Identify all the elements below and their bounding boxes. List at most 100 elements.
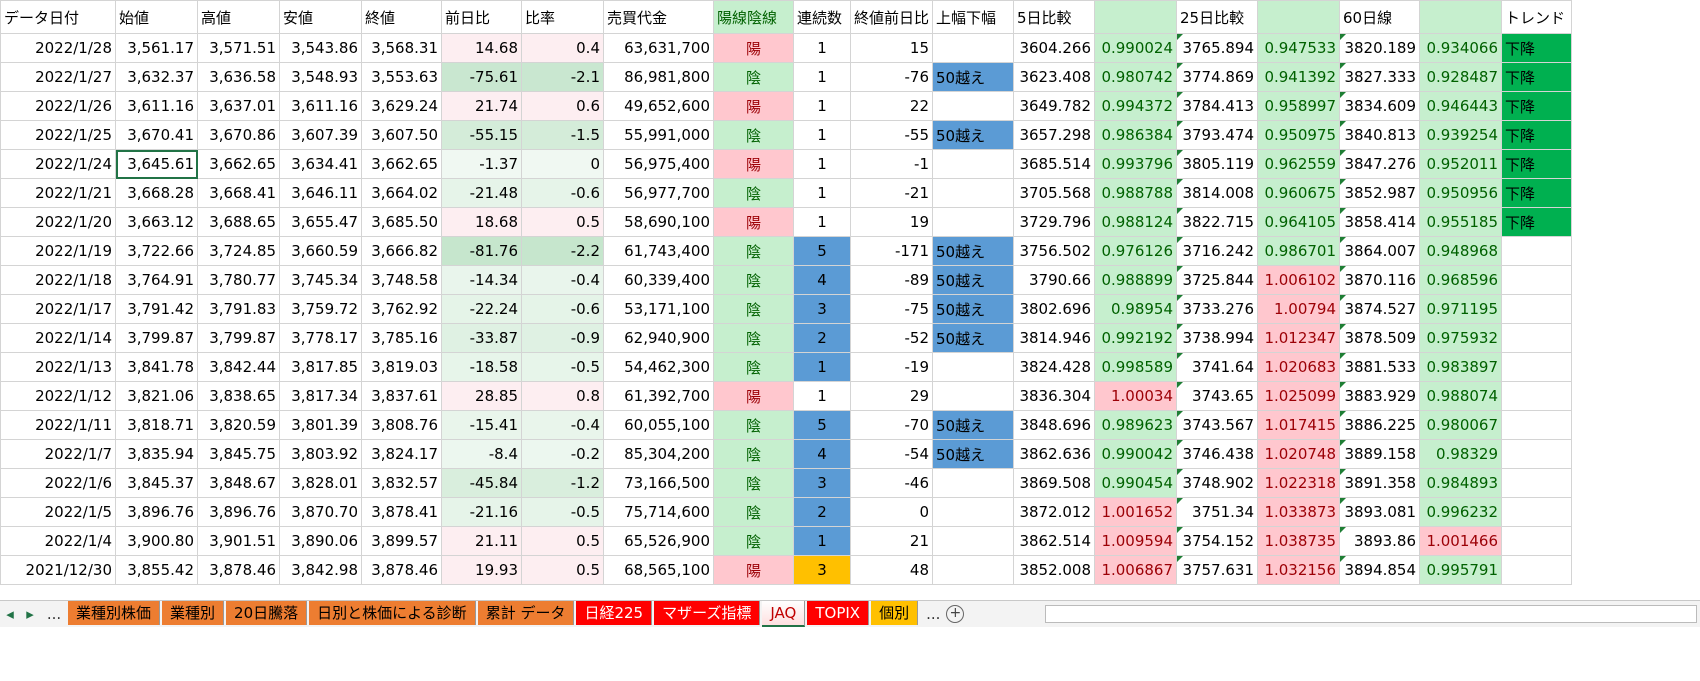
cell-ratio[interactable]: -2.1 [521, 62, 604, 92]
cell-ma60[interactable]: 3874.527 [1339, 294, 1421, 324]
cell-ma25[interactable]: 3784.413 [1176, 91, 1259, 121]
cell-ma25[interactable]: 3746.438 [1176, 439, 1259, 469]
cell-ma25[interactable]: 3822.715 [1176, 207, 1259, 237]
cell-ma5[interactable]: 3649.782 [1013, 91, 1096, 121]
cell-streak[interactable]: 1 [793, 33, 851, 63]
cell-candle[interactable]: 陽 [713, 555, 794, 585]
cell-turnover[interactable]: 65,526,900 [603, 526, 714, 556]
cell-ma5-ratio[interactable]: 0.988788 [1094, 178, 1178, 208]
cell-trend[interactable] [1501, 497, 1573, 527]
cell-change[interactable]: -75.61 [441, 62, 522, 92]
cell-low[interactable]: 3,745.34 [279, 265, 362, 295]
cell-open[interactable]: 3,799.87 [115, 323, 198, 353]
cell-ma25-ratio[interactable]: 1.032156 [1257, 555, 1341, 585]
cell-change[interactable]: -18.58 [441, 352, 522, 382]
column-header-high[interactable]: 高値 [197, 0, 280, 34]
cell-streak[interactable]: 1 [793, 91, 851, 121]
cell-ma5[interactable]: 3790.66 [1013, 265, 1096, 295]
cell-close-change[interactable]: 29 [849, 381, 934, 411]
cell-ma25-ratio[interactable]: 0.941392 [1257, 62, 1341, 92]
cell-ma60[interactable]: 3858.414 [1339, 207, 1421, 237]
cell-ma60[interactable]: 3886.225 [1339, 410, 1421, 440]
cell-ma25-ratio[interactable]: 0.986701 [1257, 236, 1341, 266]
cell-date[interactable]: 2022/1/12 [0, 381, 116, 411]
sheet-tab[interactable]: 累計 データ [477, 601, 575, 625]
cell-date[interactable]: 2022/1/28 [0, 33, 116, 63]
sheet-tab[interactable]: 個別 [871, 601, 919, 625]
cell-turnover[interactable]: 61,392,700 [603, 381, 714, 411]
cell-ma5[interactable]: 3623.408 [1013, 62, 1096, 92]
column-header-candle[interactable]: 陽線陰線 [713, 0, 794, 34]
cell-ma60[interactable]: 3878.509 [1339, 323, 1421, 353]
cell-date[interactable]: 2022/1/19 [0, 236, 116, 266]
cell-streak[interactable]: 4 [793, 265, 851, 295]
cell-streak[interactable]: 1 [793, 62, 851, 92]
cell-close[interactable]: 3,878.46 [361, 555, 442, 585]
cell-candle[interactable]: 陰 [713, 294, 794, 324]
cell-date[interactable]: 2022/1/18 [0, 265, 116, 295]
cell-high[interactable]: 3,820.59 [197, 410, 280, 440]
cell-close-change[interactable]: -19 [849, 352, 934, 382]
cell-close-change[interactable]: -54 [849, 439, 934, 469]
cell-high[interactable]: 3,799.87 [197, 323, 280, 353]
cell-streak[interactable]: 2 [793, 323, 851, 353]
cell-ratio[interactable]: -0.5 [521, 497, 604, 527]
cell-band[interactable] [932, 526, 1015, 556]
cell-close-change[interactable]: -55 [849, 120, 934, 150]
cell-change[interactable]: -33.87 [441, 323, 522, 353]
cell-ratio[interactable]: 0.4 [521, 33, 604, 63]
cell-close-change[interactable]: -171 [849, 236, 934, 266]
cell-ratio[interactable]: 0.6 [521, 91, 604, 121]
cell-open[interactable]: 3,561.17 [115, 33, 198, 63]
cell-low[interactable]: 3,660.59 [279, 236, 362, 266]
cell-streak[interactable]: 1 [793, 178, 851, 208]
cell-high[interactable]: 3,571.51 [197, 33, 280, 63]
cell-band[interactable] [932, 91, 1015, 121]
cell-trend[interactable] [1501, 381, 1573, 411]
cell-close[interactable]: 3,666.82 [361, 236, 442, 266]
cell-high[interactable]: 3,878.46 [197, 555, 280, 585]
cell-low[interactable]: 3,842.98 [279, 555, 362, 585]
cell-close-change[interactable]: -1 [849, 149, 934, 179]
cell-close-change[interactable]: 22 [849, 91, 934, 121]
cell-ma60[interactable]: 3847.276 [1339, 149, 1421, 179]
column-header-close-change[interactable]: 終値前日比 [849, 0, 934, 34]
cell-ma25-ratio[interactable]: 1.006102 [1257, 265, 1341, 295]
cell-streak[interactable]: 1 [793, 149, 851, 179]
cell-close[interactable]: 3,607.50 [361, 120, 442, 150]
cell-trend[interactable] [1501, 555, 1573, 585]
cell-low[interactable]: 3,543.86 [279, 33, 362, 63]
cell-ma5[interactable]: 3862.636 [1013, 439, 1096, 469]
cell-low[interactable]: 3,611.16 [279, 91, 362, 121]
cell-close-change[interactable]: -21 [849, 178, 934, 208]
cell-ma25-ratio[interactable]: 0.964105 [1257, 207, 1341, 237]
cell-ma5[interactable]: 3802.696 [1013, 294, 1096, 324]
cell-band[interactable] [932, 468, 1015, 498]
cell-high[interactable]: 3,845.75 [197, 439, 280, 469]
cell-low[interactable]: 3,890.06 [279, 526, 362, 556]
next-sheet-icon[interactable]: ▸ [26, 605, 34, 623]
column-header-open[interactable]: 始値 [115, 0, 198, 34]
cell-ma25[interactable]: 3716.242 [1176, 236, 1259, 266]
cell-ma5[interactable]: 3824.428 [1013, 352, 1096, 382]
cell-change[interactable]: -8.4 [441, 439, 522, 469]
cell-trend[interactable] [1501, 352, 1573, 382]
cell-high[interactable]: 3,636.58 [197, 62, 280, 92]
cell-candle[interactable]: 陰 [713, 62, 794, 92]
cell-ma25-ratio[interactable]: 1.022318 [1257, 468, 1341, 498]
cell-turnover[interactable]: 58,690,100 [603, 207, 714, 237]
cell-date[interactable]: 2022/1/21 [0, 178, 116, 208]
cell-ratio[interactable]: 0.8 [521, 381, 604, 411]
cell-close[interactable]: 3,819.03 [361, 352, 442, 382]
cell-ma5-ratio[interactable]: 0.976126 [1094, 236, 1178, 266]
cell-ma60-ratio[interactable]: 0.98329 [1419, 439, 1503, 469]
cell-ma5-ratio[interactable]: 0.998589 [1094, 352, 1178, 382]
cell-trend[interactable] [1501, 265, 1573, 295]
cell-ma5-ratio[interactable]: 1.006867 [1094, 555, 1178, 585]
cell-ma60-ratio[interactable]: 0.995791 [1419, 555, 1503, 585]
cell-ma5-ratio[interactable]: 0.992192 [1094, 323, 1178, 353]
cell-open[interactable]: 3,645.61 [115, 149, 198, 179]
cell-ma60-ratio[interactable]: 0.955185 [1419, 207, 1503, 237]
cell-ma25[interactable]: 3757.631 [1176, 555, 1259, 585]
cell-ma25[interactable]: 3774.869 [1176, 62, 1259, 92]
